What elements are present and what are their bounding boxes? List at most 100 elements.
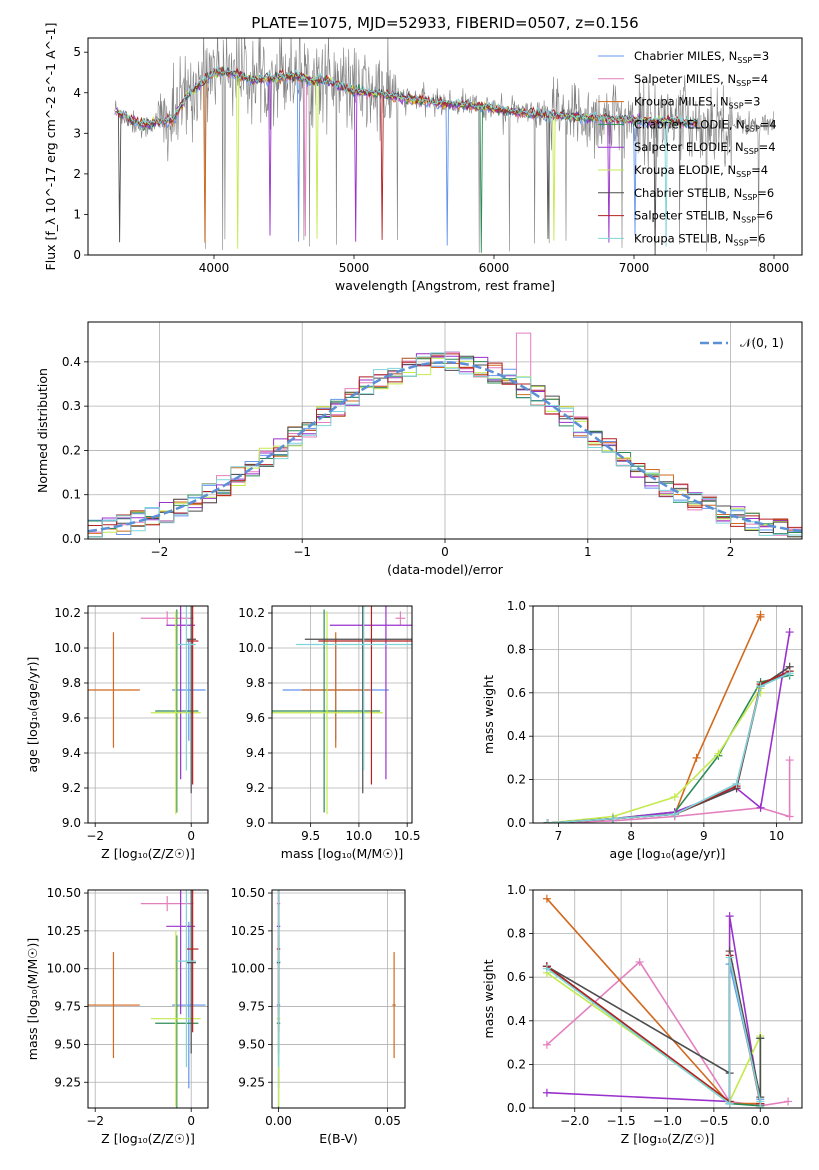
y-tick-label: 10.00 <box>47 962 81 976</box>
y-tick-label: 10.25 <box>231 924 265 938</box>
y-tick-label: 9.0 <box>62 816 81 830</box>
x-tick-label: −1.0 <box>653 1114 682 1128</box>
legend-entry: Kroupa MILES, NSSP=3 <box>634 95 760 111</box>
mass-weight-marker <box>756 1034 765 1043</box>
x-tick-label: 0 <box>441 545 449 559</box>
y-tick-label: 0.6 <box>507 970 526 984</box>
mass-weight-marker <box>714 749 723 758</box>
mass-weight-marker <box>542 1088 551 1097</box>
legend-subscript: SSP <box>737 56 752 65</box>
y-tick-label: 9.50 <box>238 1037 265 1051</box>
x-tick-label: 10.0 <box>346 829 373 843</box>
legend-value: =4 <box>759 140 776 154</box>
axes-frame <box>87 889 209 1109</box>
x-axis-label: wavelength [Angstrom, rest frame] <box>335 278 555 293</box>
y-tick-label: 9.25 <box>238 1075 265 1089</box>
y-axis-label: mass [log₁₀(M/M☉)] <box>25 938 40 1060</box>
legend-entry: Chabrier STELIB, NSSP=6 <box>634 186 774 202</box>
y-tick-label: 0.3 <box>62 399 81 413</box>
x-tick-label: 4000 <box>199 261 230 275</box>
y-tick-label: 1.0 <box>507 883 526 897</box>
legend-entry: 𝒩(0, 1) <box>740 336 784 350</box>
mass-weight-line <box>546 957 762 1108</box>
y-tick-label: 0.0 <box>507 816 526 830</box>
mass-weight-marker <box>784 1097 793 1106</box>
y-axis-label: mass weight <box>481 675 496 754</box>
y-tick-label: 10.0 <box>54 641 81 655</box>
x-axis-label: (data-model)/error <box>387 562 504 577</box>
x-tick-label: −0.5 <box>699 1114 728 1128</box>
residuals-panel: −2 −1 0 1 2 0.0 0.1 0.2 0.3 0.4 (data-model)/error… <box>35 321 803 577</box>
axes-frame <box>271 889 406 1109</box>
legend-value: =6 <box>757 186 774 200</box>
y-tick-label: 9.6 <box>62 711 81 725</box>
x-tick-label: 5000 <box>339 261 370 275</box>
x-tick-label: 7000 <box>619 261 650 275</box>
x-tick-label: 0.05 <box>374 1114 401 1128</box>
x-tick-label: −2.0 <box>560 1114 589 1128</box>
y-tick-label: 0.2 <box>62 443 81 457</box>
legend-subscript: SSP <box>736 170 751 179</box>
mass-weight-line <box>546 950 762 1098</box>
histogram-step-line <box>88 352 802 539</box>
z-weight-panel: −2.0 −1.5 −1.0 −0.5 0.0 0.0 0.2 0.4 0.6 0.8 1.0 Z [… <box>481 883 803 1146</box>
mass-weight-marker <box>725 1099 734 1108</box>
x-tick-label: 7 <box>555 829 563 843</box>
figure-title: PLATE=1075, MJD=52933, FIBERID=0507, z=0… <box>251 14 638 32</box>
mass-weight-marker <box>542 964 551 973</box>
x-tick-label: 0.0 <box>751 1114 770 1128</box>
legend-entry: Chabrier ELODIE, NSSP=4 <box>634 117 777 133</box>
y-tick-label: 0.2 <box>507 773 526 787</box>
y-tick-label: 9.2 <box>62 781 81 795</box>
y-tick-label: 0.4 <box>507 1014 526 1028</box>
x-tick-label: −2 <box>151 545 169 559</box>
mass-weight-line <box>547 631 791 823</box>
x-tick-label: −1 <box>293 545 311 559</box>
x-tick-label: 0 <box>187 1114 195 1128</box>
plot-area <box>88 606 208 823</box>
axes-frame <box>271 605 413 824</box>
plot-area <box>88 890 208 1108</box>
mass-weight-line <box>547 672 790 823</box>
legend-entry: Salpeter STELIB, NSSP=6 <box>634 209 773 225</box>
x-tick-label: 10.5 <box>394 829 421 843</box>
legend-entry: Salpeter MILES, NSSP=4 <box>634 72 768 88</box>
z-mass-panel: −2 0 9.25 9.50 9.75 10.00 10.25 10.50 Z [log₁₀(Z… <box>25 886 209 1146</box>
mass-weight-marker <box>785 628 794 637</box>
x-axis-label: mass [log₁₀(M/M☉)] <box>281 846 403 861</box>
y-tick-label: 0.4 <box>62 355 81 369</box>
x-tick-label: 0 <box>187 829 195 843</box>
x-tick-label: 9 <box>700 829 708 843</box>
mass-weight-marker <box>670 792 679 801</box>
y-axis-label: Normed distribution <box>35 368 50 493</box>
legend-value: =4 <box>751 163 768 177</box>
x-tick-label: 8 <box>627 829 635 843</box>
x-tick-label: −2 <box>86 1114 104 1128</box>
mass-weight-marker <box>785 812 794 821</box>
x-tick-label: 9.5 <box>301 829 320 843</box>
legend-value: =6 <box>756 209 773 223</box>
y-tick-label: 0.0 <box>62 532 81 546</box>
legend-subscript: SSP <box>734 238 749 247</box>
y-tick-label: 0.2 <box>507 1057 526 1071</box>
mass-weight-line <box>546 965 762 1107</box>
legend-subscript: SSP <box>736 79 751 88</box>
axes-frame <box>532 605 803 824</box>
legend-subscript: SSP <box>729 102 744 111</box>
legend-subscript: SSP <box>741 216 756 225</box>
x-axis-label: E(B-V) <box>319 1131 358 1146</box>
y-tick-label: 9.8 <box>62 676 81 690</box>
y-tick-label: 3 <box>73 126 81 140</box>
y-tick-label: 9.4 <box>62 746 81 760</box>
y-tick-label: 10.50 <box>47 886 81 900</box>
y-tick-label: 10.2 <box>238 606 265 620</box>
axes-frame <box>532 889 803 1109</box>
y-tick-label: 0.8 <box>507 642 526 656</box>
y-tick-label: 9.75 <box>54 1000 81 1014</box>
ebv-mass-panel: 0.00 0.05 9.25 9.50 9.75 10.00 10.25 10.50 E(B-V… <box>231 886 406 1146</box>
legend-value: =3 <box>752 49 769 63</box>
x-axis-label: Z [log₁₀(Z/Z☉)] <box>101 846 195 861</box>
y-tick-label: 10.0 <box>238 641 265 655</box>
y-axis-label: age [log₁₀(age/yr)] <box>25 657 40 773</box>
y-tick-label: 2 <box>73 167 81 181</box>
